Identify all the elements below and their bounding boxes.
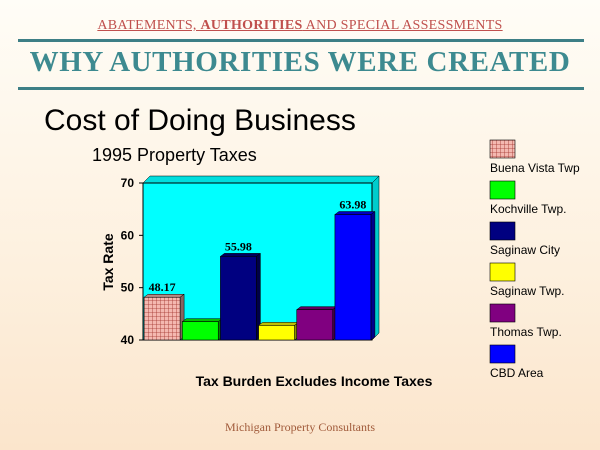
header-text-1: ABATEMENTS,: [97, 18, 201, 33]
legend-swatch-1: [489, 180, 516, 200]
legend-label-5: CBD Area: [490, 366, 544, 380]
legend-label-2: Saginaw City: [490, 243, 560, 257]
y-tick-label-2: 60: [121, 228, 135, 242]
x-axis-label: Tax Burden Excludes Income Taxes: [196, 373, 433, 389]
y-tick-label-3: 70: [121, 176, 135, 190]
bar-5: [334, 214, 372, 341]
bar-3: [258, 325, 295, 341]
y-axis-label: Tax Rate: [100, 233, 116, 291]
legend-label-4: Thomas Twp.: [490, 325, 562, 339]
chart-title: Cost of Doing Business: [44, 104, 356, 137]
footer-credit: Michigan Property Consultants: [225, 420, 375, 434]
slide-title: WHY AUTHORITIES WERE CREATED: [29, 46, 571, 78]
bar-side-5: [370, 211, 376, 341]
bar-top-2: [219, 253, 262, 257]
chart-subtitle: 1995 Property Taxes: [92, 145, 257, 165]
plot-top-wall: [142, 175, 380, 184]
y-tick-label-1: 50: [121, 281, 135, 295]
header-rule-bottom: [18, 87, 584, 90]
data-label-2: 55.98: [225, 239, 252, 253]
header-text-3: AND SPECIAL ASSESSMENTS: [302, 18, 503, 33]
header-text-2: AUTHORITIES: [200, 18, 303, 33]
bar-top-0: [143, 293, 185, 298]
legend-label-1: Kochville Twp.: [490, 202, 566, 216]
legend-swatch-2: [489, 221, 516, 241]
legend-swatch-5: [489, 344, 516, 364]
bar-top-5: [334, 211, 376, 215]
data-label-0: 48.17: [149, 280, 176, 294]
bar-top-3: [257, 322, 300, 326]
bar-2: [220, 256, 257, 341]
slide-header: ABATEMENTS, AUTHORITIES AND SPECIAL ASSE…: [0, 18, 600, 34]
legend-label-0: Buena Vista Twp: [490, 161, 580, 175]
y-tick-label-0: 40: [121, 333, 135, 347]
legend-swatch-3: [489, 262, 516, 282]
legend-swatch-4: [489, 303, 516, 323]
data-label-5: 63.98: [339, 198, 366, 212]
header-rule-top: [18, 39, 584, 42]
bar-4: [296, 309, 334, 341]
bar-1: [181, 321, 219, 341]
bar-top-1: [181, 318, 223, 322]
legend-swatch-0: [489, 139, 516, 159]
bar-0: [143, 296, 181, 341]
legend-label-3: Saginaw Twp.: [490, 284, 565, 298]
bar-top-4: [296, 306, 338, 310]
